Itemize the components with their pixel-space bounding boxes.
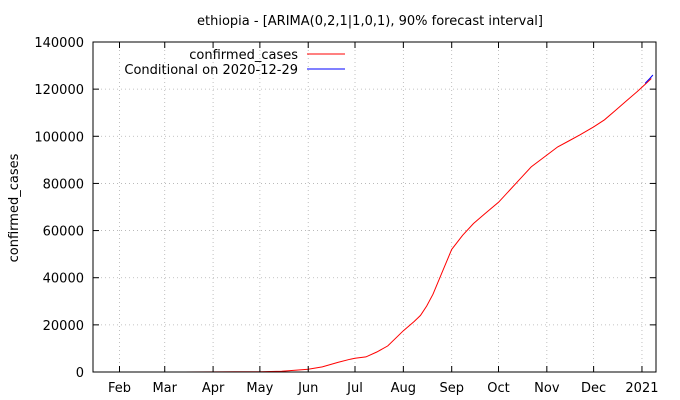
y-tick-label: 0 [76,366,84,381]
x-tick-label: Mar [152,381,177,396]
x-tick-label: Aug [391,381,416,396]
y-tick-label: 40000 [43,272,84,287]
y-tick-label: 60000 [43,225,84,240]
axis-ticks: 0 20000 40000 60000 80000 100000 120000 140000 F… [34,36,658,396]
y-tick-label: 120000 [34,83,84,98]
y-tick-label: 140000 [34,36,84,51]
x-tick-label: Jul [346,381,363,396]
legend-label: confirmed_cases [189,48,298,63]
x-tick-label: Sep [439,381,464,396]
x-tick-label: May [246,381,273,396]
chart-title: ethiopia - [ARIMA(0,2,1|1,0,1), 90% fore… [197,14,543,29]
plot-frame [92,41,657,373]
x-tick-label: Apr [202,381,225,396]
y-tick-label: 100000 [34,130,84,145]
x-tick-label: Jun [297,381,318,396]
x-tick-label: Feb [108,381,131,396]
series-line-2 [644,74,654,84]
x-tick-label: Dec [581,381,606,396]
legend-label: Conditional on 2020-12-29 [124,63,298,78]
y-tick-label: 80000 [43,177,84,192]
series-line-1 [183,78,652,373]
x-tick-label: 2021 [625,381,658,396]
grid-lines [93,42,656,372]
y-axis-label: confirmed_cases [7,153,22,262]
y-tick-label: 20000 [43,319,84,334]
series-lines [183,74,654,373]
x-tick-label: Nov [534,381,560,396]
x-tick-label: Oct [487,381,509,396]
